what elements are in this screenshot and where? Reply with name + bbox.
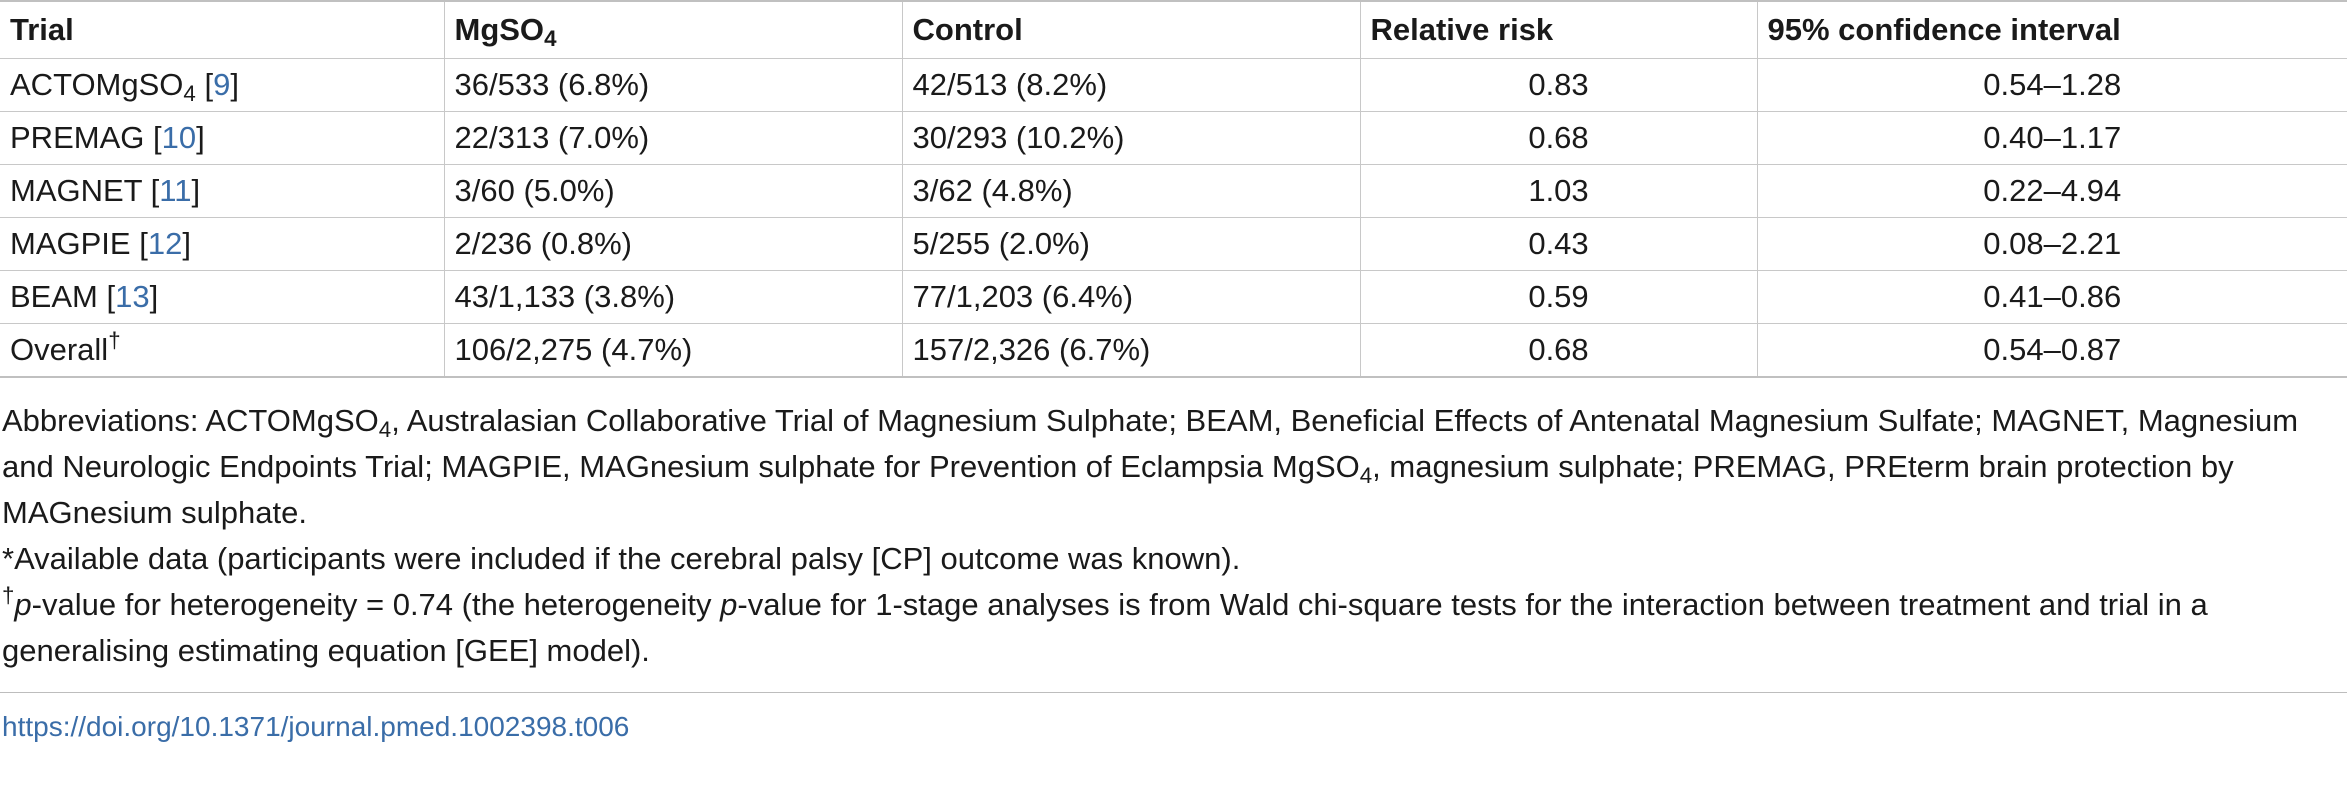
reference-link[interactable]: 9 [213,66,231,102]
cell-control: 3/62 (4.8%) [901,164,1361,218]
cell-relative-risk: 1.03 [1359,164,1758,218]
cell-ci: 0.40–1.17 [1756,111,2347,165]
cell-mgso4: 22/313 (7.0%) [443,111,903,165]
header-relative-risk: Relative risk [1359,0,1758,59]
cell-ci: 0.22–4.94 [1756,164,2347,218]
reference-link[interactable]: 11 [159,172,192,208]
cell-control: 30/293 (10.2%) [901,111,1361,165]
header-control: Control [901,0,1361,59]
cell-control: 77/1,203 (6.4%) [901,270,1361,324]
reference-link[interactable]: 10 [161,119,197,155]
cell-ci: 0.54–1.28 [1756,58,2347,112]
cell-relative-risk: 0.83 [1359,58,1758,112]
header-row: Trial MgSO4 Control Relative risk 95% co… [0,0,2347,59]
cell-mgso4: 2/236 (0.8%) [443,217,903,271]
doi-link[interactable]: https://doi.org/10.1371/journal.pmed.100… [2,711,630,742]
cell-mgso4: 43/1,133 (3.8%) [443,270,903,324]
cell-mgso4: 3/60 (5.0%) [443,164,903,218]
cell-trial: BEAM [13] [0,270,445,324]
table-row: MAGNET [11] 3/60 (5.0%) 3/62 (4.8%) 1.03… [0,164,2347,218]
table-row-overall: Overall† 106/2,275 (4.7%) 157/2,326 (6.7… [0,323,2347,378]
footnote-abbreviations: Abbreviations: ACTOMgSO4, Australasian C… [2,403,2299,530]
footnote-heterogeneity: †p-value for heterogeneity = 0.74 (the h… [2,582,2208,668]
table-row: MAGPIE [12] 2/236 (0.8%) 5/255 (2.0%) 0.… [0,217,2347,271]
cell-trial: ACTOMgSO4 [9] [0,58,445,112]
table-row: PREMAG [10] 22/313 (7.0%) 30/293 (10.2%)… [0,111,2347,165]
cell-ci: 0.54–0.87 [1756,323,2347,378]
cell-trial: MAGNET [11] [0,164,445,218]
header-ci: 95% confidence interval [1756,0,2347,59]
table-row: ACTOMgSO4 [9] 36/533 (6.8%) 42/513 (8.2%… [0,58,2347,112]
results-table: Trial MgSO4 Control Relative risk 95% co… [0,0,2347,378]
cell-trial: PREMAG [10] [0,111,445,165]
cell-relative-risk: 0.59 [1359,270,1758,324]
header-trial: Trial [0,0,445,59]
doi-line: https://doi.org/10.1371/journal.pmed.100… [0,693,2347,743]
cell-mgso4: 36/533 (6.8%) [443,58,903,112]
cell-control: 157/2,326 (6.7%) [901,323,1361,378]
cell-mgso4: 106/2,275 (4.7%) [443,323,903,378]
cell-relative-risk: 0.68 [1359,323,1758,378]
reference-link[interactable]: 13 [115,278,150,314]
reference-link[interactable]: 12 [147,225,183,261]
divider [0,692,2347,693]
cell-ci: 0.41–0.86 [1756,270,2347,324]
header-mgso4: MgSO4 [443,0,903,59]
table-row: BEAM [13] 43/1,133 (3.8%) 77/1,203 (6.4%… [0,270,2347,324]
footnote-available-data: *Available data (participants were inclu… [2,541,1241,576]
cell-trial: MAGPIE [12] [0,217,445,271]
cell-ci: 0.08–2.21 [1756,217,2347,271]
cell-control: 5/255 (2.0%) [901,217,1361,271]
dagger-mark: † [108,327,121,353]
cell-relative-risk: 0.43 [1359,217,1758,271]
table-footnotes: Abbreviations: ACTOMgSO4, Australasian C… [0,378,2347,674]
cell-relative-risk: 0.68 [1359,111,1758,165]
cell-trial: Overall† [0,323,445,378]
cell-control: 42/513 (8.2%) [901,58,1361,112]
